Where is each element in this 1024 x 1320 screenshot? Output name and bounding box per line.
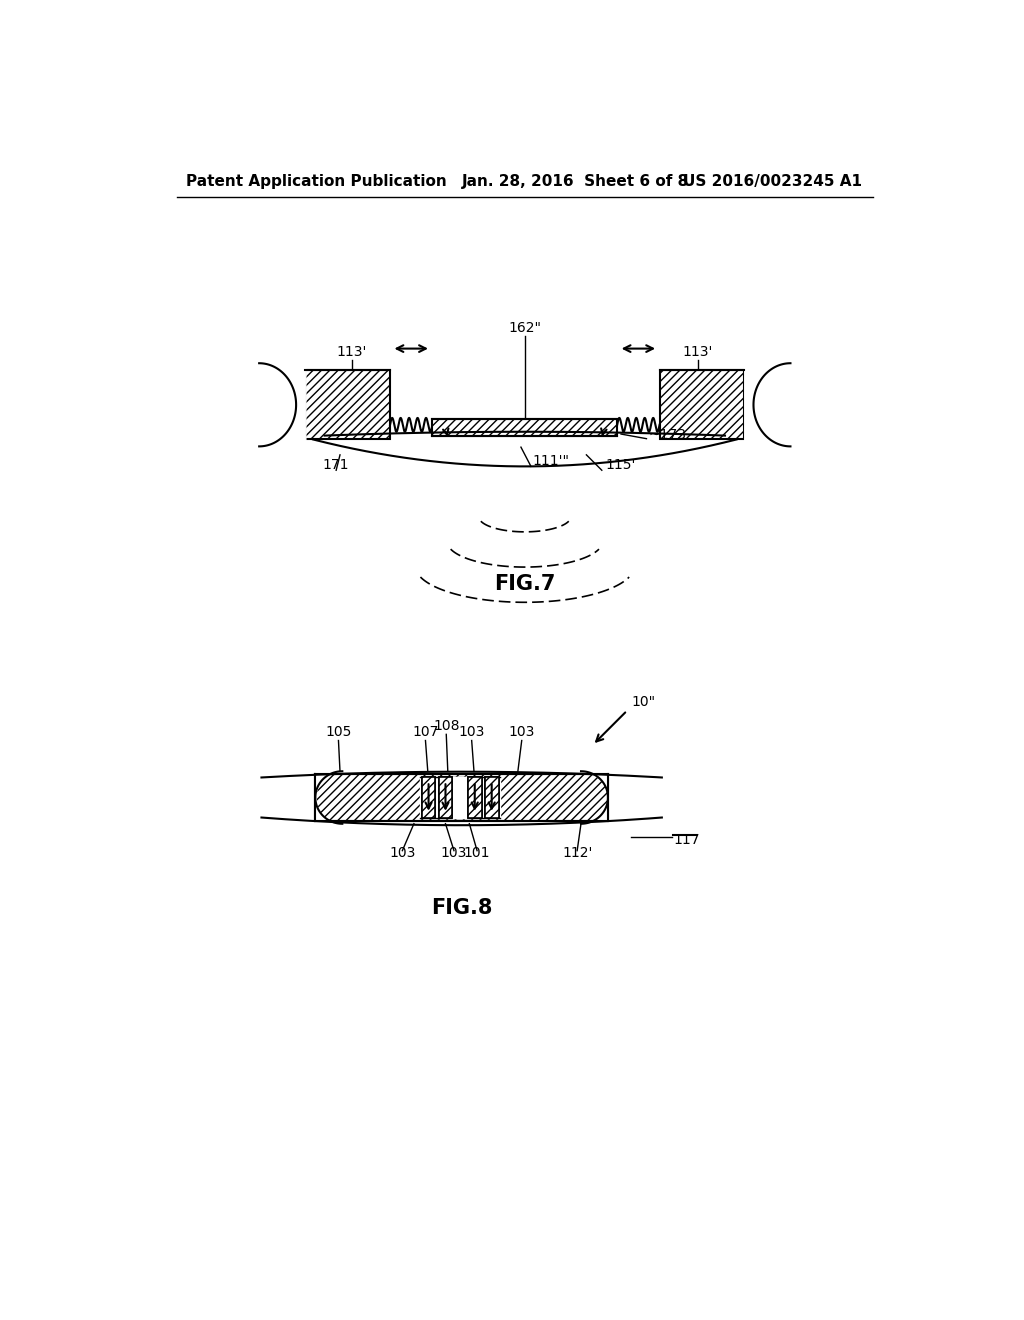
- Text: 113': 113': [337, 346, 368, 359]
- Bar: [438, 776, 453, 818]
- Text: 103: 103: [389, 846, 416, 859]
- Bar: [468, 776, 481, 818]
- Bar: [305, 370, 390, 440]
- Text: Jan. 28, 2016  Sheet 6 of 8: Jan. 28, 2016 Sheet 6 of 8: [462, 174, 689, 189]
- Text: 103: 103: [459, 725, 484, 739]
- Text: 112': 112': [562, 846, 592, 859]
- Bar: [315, 774, 608, 821]
- Text: FIG.7: FIG.7: [495, 574, 555, 594]
- Bar: [438, 776, 453, 818]
- Bar: [659, 370, 744, 440]
- Text: 107: 107: [413, 725, 438, 739]
- Polygon shape: [420, 776, 500, 818]
- Text: Patent Application Publication: Patent Application Publication: [186, 174, 446, 189]
- Text: FIG.8: FIG.8: [431, 899, 493, 919]
- Bar: [422, 776, 435, 818]
- Text: 113': 113': [682, 346, 713, 359]
- Text: 162": 162": [508, 321, 542, 335]
- Bar: [422, 776, 435, 818]
- Text: 101: 101: [464, 846, 490, 859]
- Text: ~173: ~173: [648, 428, 686, 442]
- Text: 117: 117: [674, 833, 700, 847]
- Bar: [468, 776, 481, 818]
- Text: 105: 105: [326, 725, 351, 739]
- Polygon shape: [453, 776, 468, 818]
- Bar: [432, 418, 617, 436]
- Text: 103: 103: [440, 846, 467, 859]
- Bar: [484, 776, 499, 818]
- Text: 111'": 111'": [532, 454, 569, 469]
- Text: US 2016/0023245 A1: US 2016/0023245 A1: [683, 174, 862, 189]
- Text: 103: 103: [509, 725, 535, 739]
- Text: 115': 115': [605, 458, 636, 471]
- Bar: [484, 776, 499, 818]
- Text: 171: 171: [323, 458, 349, 471]
- Text: 108: 108: [433, 719, 460, 733]
- Text: 10": 10": [631, 694, 655, 709]
